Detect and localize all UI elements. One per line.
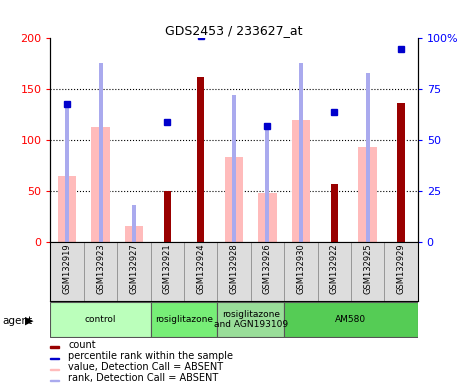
Bar (397, 103, 405, 242)
Bar (125, 226, 143, 242)
Bar (151, 302, 218, 337)
Bar (284, 302, 418, 337)
Bar (197, 77, 204, 242)
Text: GSM132921: GSM132921 (163, 244, 172, 294)
Bar (330, 184, 338, 242)
Bar (164, 191, 171, 242)
Bar (299, 63, 303, 242)
Bar (358, 147, 377, 242)
Text: GSM132928: GSM132928 (230, 244, 239, 295)
Text: GSM132929: GSM132929 (397, 244, 405, 294)
Bar (225, 157, 243, 242)
Bar (184, 242, 218, 301)
Bar (284, 242, 318, 301)
Bar (99, 63, 102, 242)
Bar (351, 242, 384, 301)
Text: GSM132923: GSM132923 (96, 244, 105, 295)
Text: GSM132925: GSM132925 (363, 244, 372, 294)
Bar (251, 242, 284, 301)
Bar (218, 242, 251, 301)
Text: GSM132919: GSM132919 (63, 244, 72, 294)
Text: rank, Detection Call = ABSENT: rank, Detection Call = ABSENT (68, 373, 218, 383)
Bar (50, 369, 60, 370)
Title: GDS2453 / 233627_at: GDS2453 / 233627_at (165, 24, 303, 37)
Text: ▶: ▶ (25, 316, 34, 326)
Text: value, Detection Call = ABSENT: value, Detection Call = ABSENT (68, 362, 223, 372)
Text: AM580: AM580 (336, 315, 366, 324)
Bar (91, 127, 110, 242)
Bar (291, 120, 310, 242)
Bar (58, 176, 76, 242)
Bar (117, 242, 151, 301)
Text: rosiglitazone: rosiglitazone (155, 315, 213, 324)
Bar (65, 104, 69, 242)
Text: count: count (68, 340, 96, 350)
Text: GSM132926: GSM132926 (263, 244, 272, 295)
Text: GSM132930: GSM132930 (297, 244, 305, 295)
Bar (50, 346, 60, 348)
Bar (258, 193, 277, 242)
Bar (218, 302, 284, 337)
Bar (366, 73, 369, 242)
Bar (50, 379, 60, 381)
Text: percentile rank within the sample: percentile rank within the sample (68, 351, 233, 361)
Bar (232, 95, 236, 242)
Bar (50, 302, 151, 337)
Text: rosiglitazone
and AGN193109: rosiglitazone and AGN193109 (214, 310, 288, 329)
Text: agent: agent (2, 316, 33, 326)
Text: GSM132927: GSM132927 (129, 244, 139, 295)
Bar (151, 242, 184, 301)
Bar (84, 242, 117, 301)
Text: GSM132924: GSM132924 (196, 244, 205, 294)
Bar (265, 128, 269, 242)
Bar (318, 242, 351, 301)
Text: GSM132922: GSM132922 (330, 244, 339, 294)
Bar (384, 242, 418, 301)
Text: control: control (85, 315, 116, 324)
Bar (50, 242, 84, 301)
Bar (132, 205, 136, 242)
Bar (50, 358, 60, 359)
